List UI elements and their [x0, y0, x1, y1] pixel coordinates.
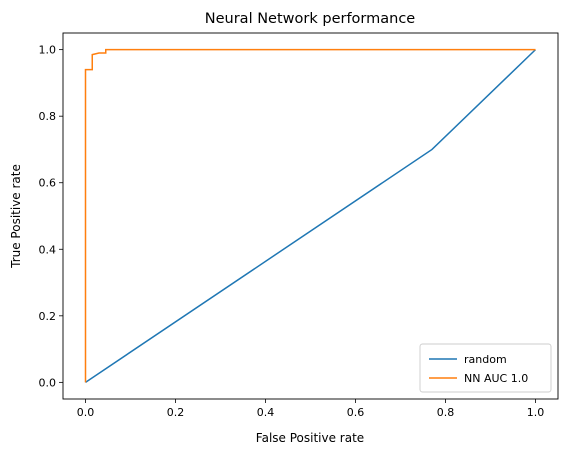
legend: random NN AUC 1.0 [419, 343, 552, 393]
x-tick-label: 0.4 [257, 406, 275, 419]
x-tick-label: 0.8 [437, 406, 455, 419]
y-tick-label: 1.0 [39, 44, 57, 57]
x-axis-label: False Positive rate [256, 431, 364, 445]
series-line-nn [84, 48, 536, 383]
y-tick-label: 0.4 [39, 243, 57, 256]
x-axis-ticks: 0.0 0.2 0.4 0.6 0.8 1.0 [77, 399, 545, 419]
legend-box [419, 343, 552, 393]
plot-lines [84, 48, 537, 383]
y-tick-label: 0.6 [39, 177, 57, 190]
chart-title: Neural Network performance [205, 11, 416, 27]
series-line-random [85, 49, 537, 383]
y-tick-label: 0.0 [39, 376, 57, 389]
legend-label: random [464, 353, 507, 366]
y-axis-ticks: 0.0 0.2 0.4 0.6 0.8 1.0 [39, 44, 63, 389]
x-tick-label: 0.6 [347, 406, 365, 419]
y-axis-label: True Positive rate [9, 164, 23, 269]
x-tick-label: 0.2 [167, 406, 185, 419]
x-tick-label: 1.0 [527, 406, 545, 419]
y-tick-label: 0.2 [39, 310, 57, 323]
x-tick-label: 0.0 [77, 406, 95, 419]
y-tick-label: 0.8 [39, 110, 57, 123]
plot-frame [62, 32, 559, 400]
legend-label: NN AUC 1.0 [464, 372, 528, 385]
